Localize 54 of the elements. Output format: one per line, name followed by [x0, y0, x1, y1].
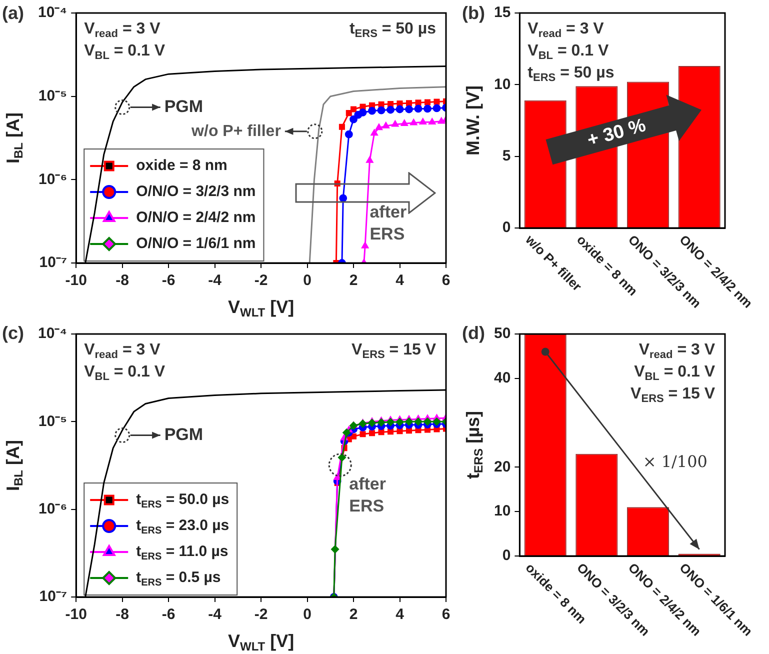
x-tick-label: -8	[116, 272, 130, 290]
x-tick-label: -6	[162, 272, 176, 290]
y-tick-label: 10⁻⁷	[39, 588, 68, 606]
y-tick-label: 40	[494, 370, 511, 387]
legend-label: O/N/O = 2/4/2 nm	[136, 209, 256, 226]
x-tick-label: -2	[254, 272, 268, 290]
annotation: after ERS	[370, 202, 407, 244]
legend-label: oxide = 8 nm	[136, 157, 228, 174]
x-tick-label: 0	[303, 272, 312, 290]
x-tick-label: 6	[442, 606, 450, 624]
x-tick-label: -10	[65, 272, 87, 290]
x-tick-label: -10	[65, 606, 87, 624]
x-tick-label: -4	[208, 606, 222, 624]
y-tick-label: 10⁻⁵	[38, 87, 68, 104]
annotation: PGM	[164, 96, 204, 116]
y-tick-label: 10	[494, 502, 511, 520]
annotation: PGM	[164, 424, 204, 444]
y-tick-label: 10⁻⁶	[38, 500, 68, 518]
y-tick-label: 10⁻⁷	[39, 254, 68, 272]
legend-label: O/N/O = 1/6/1 nm	[136, 235, 256, 252]
x-tick-label: -2	[254, 606, 268, 624]
x-tick-label: 6	[442, 272, 450, 290]
x-tick-label: -6	[162, 606, 176, 624]
y-tick-label: 0	[502, 219, 511, 236]
y-tick-label: 10⁻⁶	[38, 170, 68, 188]
x-tick-label: -4	[208, 272, 222, 290]
annotation: + 30 %	[585, 115, 648, 152]
y-axis-title: tERS [µs]	[462, 410, 486, 480]
annotation: × 1/100	[642, 452, 708, 471]
y-axis-title: IBL [A]	[2, 112, 26, 164]
x-tick-label: 0	[303, 606, 312, 624]
y-tick-label: 50	[494, 325, 511, 342]
x-tick-label: 2	[349, 606, 358, 624]
y-tick-label: 10	[494, 76, 511, 93]
y-axis-title: IBL [A]	[2, 440, 26, 491]
annotation: w/o P+ filler	[190, 122, 281, 140]
y-tick-label: 10⁻⁴	[38, 325, 68, 342]
chart-title: (c)	[2, 322, 24, 343]
legend-label: O/N/O = 3/2/3 nm	[136, 183, 256, 200]
y-axis-title: M.W. [V]	[462, 85, 483, 156]
x-tick-label: 4	[396, 272, 405, 290]
x-tick-label: 4	[396, 606, 405, 624]
y-tick-label: 5	[502, 147, 511, 164]
y-tick-label: 10⁻⁴	[38, 4, 68, 22]
y-tick-label: 10⁻⁵	[38, 412, 68, 430]
annotation: after ERS	[349, 474, 386, 516]
x-tick-label: -8	[116, 606, 130, 624]
y-tick-label: 15	[494, 4, 511, 22]
chart-title: (d)	[462, 322, 485, 343]
chart-title: (a)	[2, 2, 24, 23]
y-tick-label: 20	[494, 458, 511, 476]
x-tick-label: 2	[349, 272, 358, 290]
chart-title: (b)	[462, 2, 485, 23]
y-tick-label: 0	[502, 547, 511, 564]
